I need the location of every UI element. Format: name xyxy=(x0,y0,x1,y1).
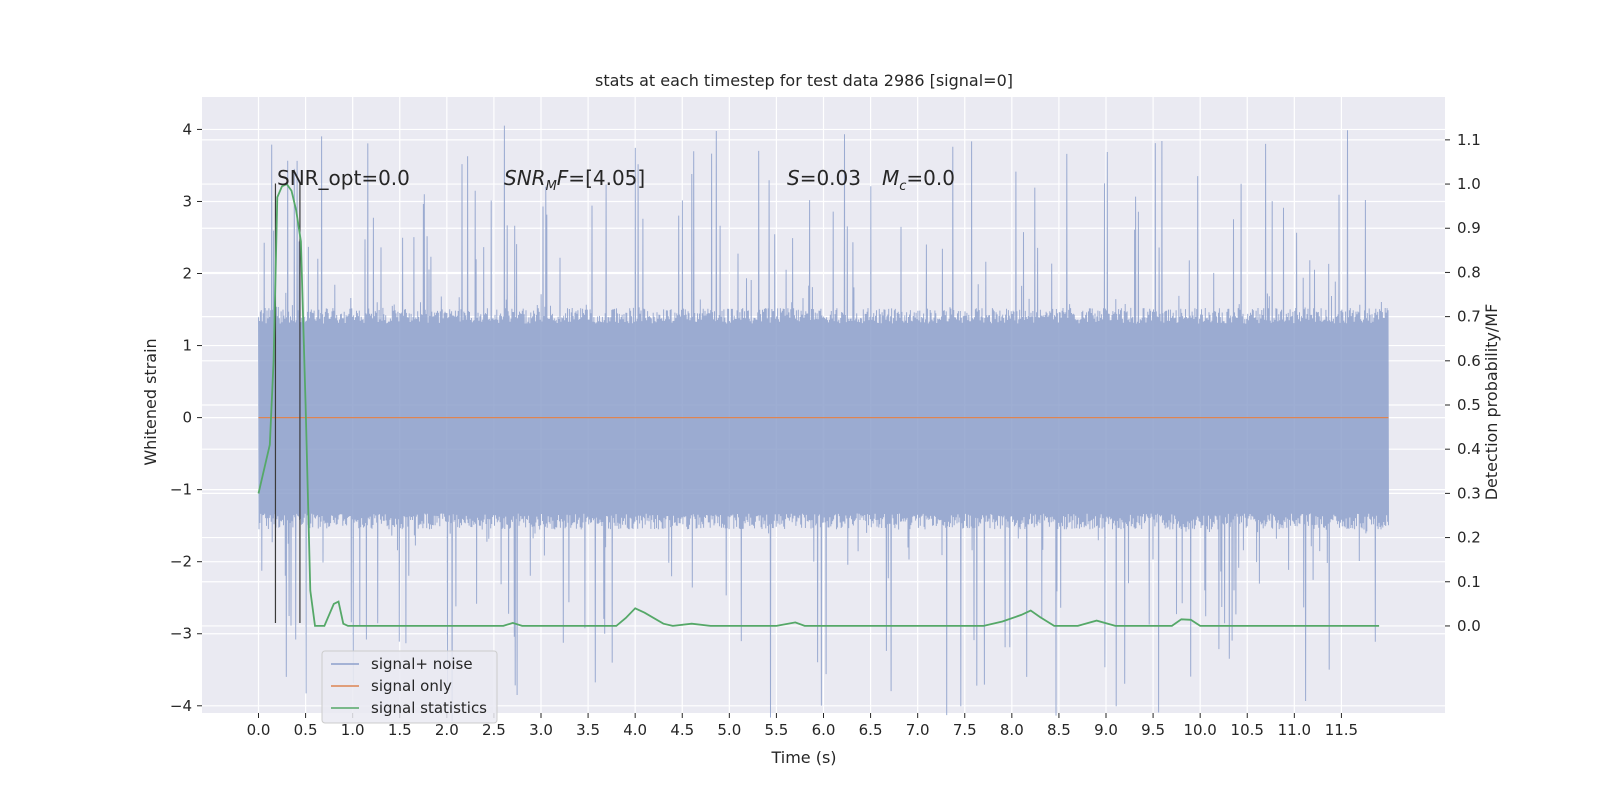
x-tick-label: 11.5 xyxy=(1325,721,1358,739)
legend-box xyxy=(321,650,498,724)
y-tick-label-right: 0.2 xyxy=(1457,529,1481,547)
y-tick-label-right: 0.1 xyxy=(1457,573,1481,591)
chart-title: stats at each timestep for test data 298… xyxy=(595,71,1013,90)
x-tick-label: 10.5 xyxy=(1231,721,1264,739)
x-tick-label: 10.0 xyxy=(1183,721,1216,739)
x-tick-label: 8.0 xyxy=(1000,721,1024,739)
x-tick-label: 9.5 xyxy=(1141,721,1165,739)
left-y-axis-label: Whitened strain xyxy=(141,338,160,465)
x-tick-label: 2.0 xyxy=(435,721,459,739)
y-tick-label-left: 1 xyxy=(182,337,192,355)
y-tick-label-right: 1.0 xyxy=(1457,175,1481,193)
x-tick-label: 3.0 xyxy=(529,721,553,739)
series-signal-statistics-line xyxy=(257,182,1380,627)
x-tick-label: 5.0 xyxy=(717,721,741,739)
x-tick-label: 2.5 xyxy=(482,721,506,739)
x-tick-label: 0.0 xyxy=(247,721,271,739)
annotation-snr-opt: SNR_opt=0.0 xyxy=(277,166,410,190)
x-tick-label: 1.5 xyxy=(388,721,412,739)
x-axis-label: Time (s) xyxy=(770,748,836,767)
x-tick-label: 0.5 xyxy=(294,721,318,739)
x-tick-label: 4.0 xyxy=(623,721,647,739)
y-tick-label-right: 0.6 xyxy=(1457,352,1481,370)
x-tick-label: 4.5 xyxy=(670,721,694,739)
right-y-axis-label: Detection probability/MF xyxy=(1482,304,1501,501)
series-signal-noise-line xyxy=(258,125,1389,722)
annotation-mc: Mc=0.0 xyxy=(882,166,955,194)
y-tick-label-left: −2 xyxy=(170,553,192,571)
y-tick-label-right: 0.0 xyxy=(1457,617,1481,635)
legend: signal+ noise signal only signal statist… xyxy=(321,650,498,724)
y-tick-label-left: 0 xyxy=(182,409,192,427)
legend-label-signal-only: signal only xyxy=(371,677,452,695)
x-tick-label: 5.5 xyxy=(764,721,788,739)
y-tick-label-right: 0.5 xyxy=(1457,396,1481,414)
y-tick-label-left: 4 xyxy=(182,120,192,138)
y-tick-label-right: 0.9 xyxy=(1457,219,1481,237)
x-tick-label: 9.0 xyxy=(1094,721,1118,739)
annotation-snr-mf: SNRMF=[4.05] xyxy=(504,166,645,194)
y-tick-label-right: 1.1 xyxy=(1457,131,1481,149)
legend-label-signal-noise: signal+ noise xyxy=(371,655,473,673)
x-tick-label: 7.0 xyxy=(906,721,930,739)
y-tick-label-right: 0.7 xyxy=(1457,308,1481,326)
y-tick-label-left: 2 xyxy=(182,265,192,283)
x-tick-label: 11.0 xyxy=(1278,721,1311,739)
y-tick-label-left: −3 xyxy=(170,625,192,643)
annotation-s: S=0.03 xyxy=(787,166,861,190)
x-tick-label: 7.5 xyxy=(953,721,977,739)
x-tick-label: 8.5 xyxy=(1047,721,1071,739)
y-tick-label-left: −1 xyxy=(170,481,192,499)
y-tick-label-left: −4 xyxy=(170,697,192,715)
legend-label-signal-statistics: signal statistics xyxy=(371,699,487,717)
x-tick-label: 1.0 xyxy=(341,721,365,739)
y-tick-label-right: 0.3 xyxy=(1457,484,1481,502)
x-tick-label: 6.0 xyxy=(812,721,836,739)
y-tick-label-right: 0.4 xyxy=(1457,440,1481,458)
y-tick-label-left: 3 xyxy=(182,192,192,210)
x-tick-label: 3.5 xyxy=(576,721,600,739)
y-tick-label-right: 0.8 xyxy=(1457,263,1481,281)
x-tick-label: 6.5 xyxy=(859,721,883,739)
